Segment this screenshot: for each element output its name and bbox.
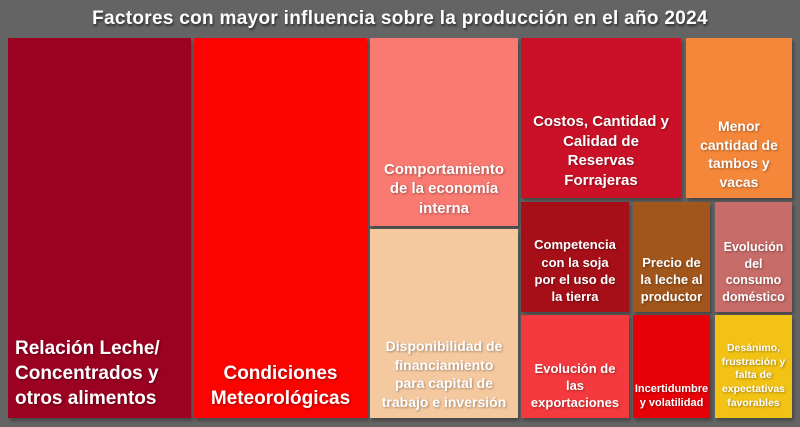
treemap-cell-label: Relación Leche/ Concentrados y otros ali… xyxy=(15,337,160,409)
treemap-cell-evolucion-consumo-domestico: Evolución del consumo doméstico xyxy=(715,202,792,312)
treemap-cell-label: Incertidumbre y volatilidad xyxy=(634,382,709,410)
treemap-cell-disponibilidad-financiamiento: Disponibilidad de financiamiento para ca… xyxy=(370,229,518,418)
treemap-cell-menor-cantidad-tambos: Menor cantidad de tambos y vacas xyxy=(686,38,792,198)
treemap-cell-label: Precio de la leche al productor xyxy=(640,254,703,304)
treemap-cell-evolucion-exportaciones: Evolución de las exportaciones xyxy=(521,315,629,418)
treemap-cell-label: Menor cantidad de tambos y vacas xyxy=(700,118,778,190)
treemap-cell-label: Disponibilidad de financiamiento para ca… xyxy=(381,338,507,410)
treemap-cell-label: Desánimo, frustración y falta de expecta… xyxy=(721,341,786,410)
treemap-cell-label: Competencia con la soja por el uso de la… xyxy=(534,237,616,304)
treemap-cell-competencia-soja: Competencia con la soja por el uso de la… xyxy=(521,202,629,312)
treemap-cell-incertidumbre-volatilidad: Incertidumbre y volatilidad xyxy=(633,315,710,418)
treemap-cell-condiciones-meteorologicas: Condiciones Meteorológicas xyxy=(194,38,367,418)
treemap-cell-label: Costos, Cantidad y Calidad de Reservas F… xyxy=(533,112,669,190)
treemap-cell-desanimo-frustracion: Desánimo, frustración y falta de expecta… xyxy=(715,315,792,418)
treemap-cell-label: Evolución del consumo doméstico xyxy=(722,240,785,304)
treemap-cell-precio-leche-productor: Precio de la leche al productor xyxy=(633,202,710,312)
treemap-cell-label: Comportamiento de la economía interna xyxy=(384,160,504,218)
treemap-cell-comportamiento-economia: Comportamiento de la economía interna xyxy=(370,38,518,226)
treemap-cell-costos-reservas-forrajeras: Costos, Cantidad y Calidad de Reservas F… xyxy=(521,38,681,198)
treemap-cell-relacion-leche-concentrados: Relación Leche/ Concentrados y otros ali… xyxy=(8,38,191,418)
chart-title: Factores con mayor influencia sobre la p… xyxy=(92,8,708,29)
treemap-cell-label: Condiciones Meteorológicas xyxy=(210,362,351,409)
treemap-cell-label: Evolución de las exportaciones xyxy=(530,360,620,410)
